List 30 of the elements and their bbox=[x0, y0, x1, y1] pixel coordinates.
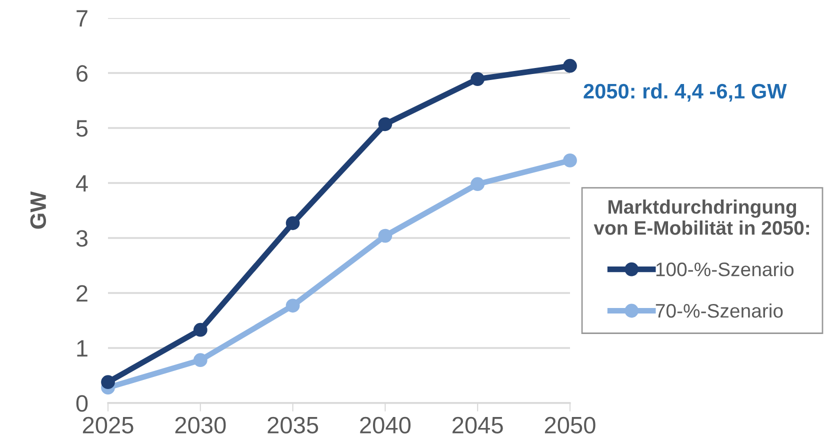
point bbox=[193, 353, 208, 368]
y-tick-label: 6 bbox=[76, 65, 88, 82]
point bbox=[378, 117, 392, 132]
x-tick-label: 2035 bbox=[268, 416, 318, 434]
legend-label: 100-%-Szenario bbox=[656, 262, 794, 276]
point bbox=[378, 228, 392, 243]
point bbox=[470, 177, 485, 192]
x-tick-label: 2030 bbox=[175, 416, 226, 434]
y-axis-title: GW bbox=[30, 191, 46, 229]
x-tick-label: 2040 bbox=[360, 416, 411, 434]
y-tick-label: 3 bbox=[76, 230, 88, 247]
y-tick-label: 7 bbox=[76, 10, 88, 27]
point bbox=[563, 58, 577, 73]
y-tick-label: 1 bbox=[77, 340, 88, 357]
y-tick-label: 4 bbox=[76, 175, 88, 192]
x-tick-label: 2050 bbox=[544, 416, 596, 434]
y-tick-label: 5 bbox=[76, 120, 88, 137]
x-tick-label: 2045 bbox=[452, 416, 503, 434]
point bbox=[286, 216, 300, 230]
y-tick-label: 0 bbox=[76, 395, 88, 412]
y-tick-label: 2 bbox=[76, 285, 88, 302]
legend-label: 70-%-Szenario bbox=[656, 303, 783, 318]
point bbox=[563, 154, 577, 168]
point bbox=[470, 72, 485, 86]
x-tick-label: 2025 bbox=[82, 416, 134, 434]
point bbox=[286, 298, 300, 313]
point bbox=[101, 375, 115, 390]
legend-title: Marktdurchdringung von E-Mobilität in 2050: bbox=[594, 200, 809, 235]
text: 2050: rd. 4,4 -6,1 GW bbox=[584, 83, 787, 102]
point bbox=[193, 322, 208, 337]
